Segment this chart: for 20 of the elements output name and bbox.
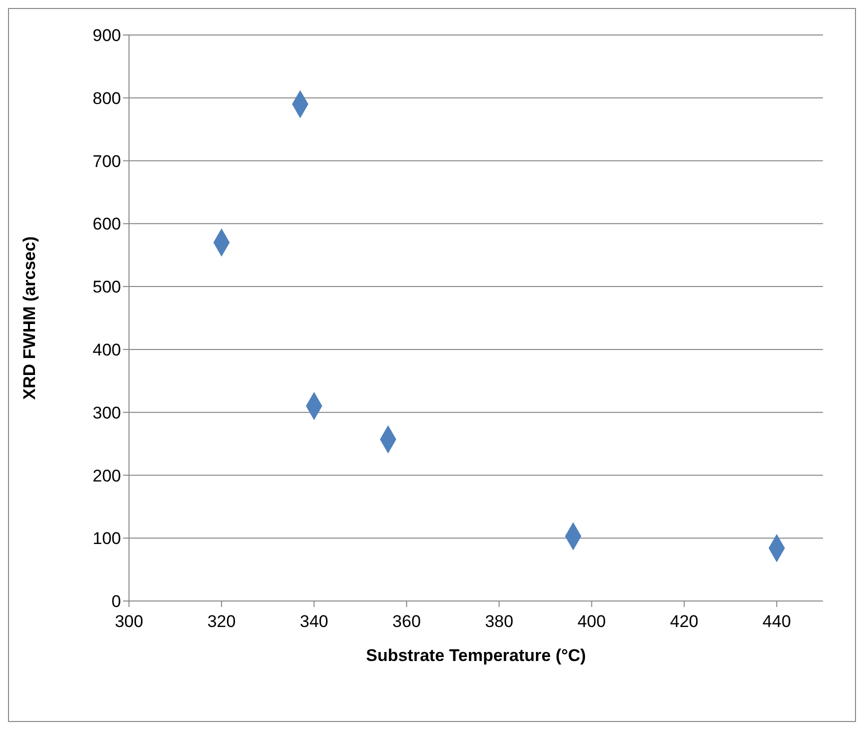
y-tick-label: 500 [92, 278, 121, 297]
x-tick-label: 300 [114, 612, 144, 632]
x-axis-title: Substrate Temperature (°C) [366, 646, 586, 665]
x-tick-label: 360 [392, 612, 421, 632]
y-tick-label: 600 [92, 214, 121, 234]
y-tick-label: 200 [92, 466, 121, 486]
y-tick-label: 800 [92, 88, 121, 108]
x-tick-label: 420 [670, 612, 698, 632]
x-tick-label: 440 [762, 612, 791, 632]
y-tick-label: 900 [92, 26, 121, 46]
y-tick-label: 700 [92, 152, 121, 171]
y-tick-label: 0 [112, 592, 121, 612]
x-tick-label: 380 [484, 612, 514, 632]
x-tick-label: 320 [207, 612, 236, 632]
y-axis-title: XRD FWHM (arcsec) [20, 236, 40, 400]
y-tick-label: 300 [92, 403, 121, 422]
x-tick-label: 340 [300, 612, 328, 632]
y-tick-label: 100 [92, 529, 121, 548]
y-tick-label: 400 [92, 340, 121, 360]
x-tick-label: 400 [577, 612, 606, 632]
